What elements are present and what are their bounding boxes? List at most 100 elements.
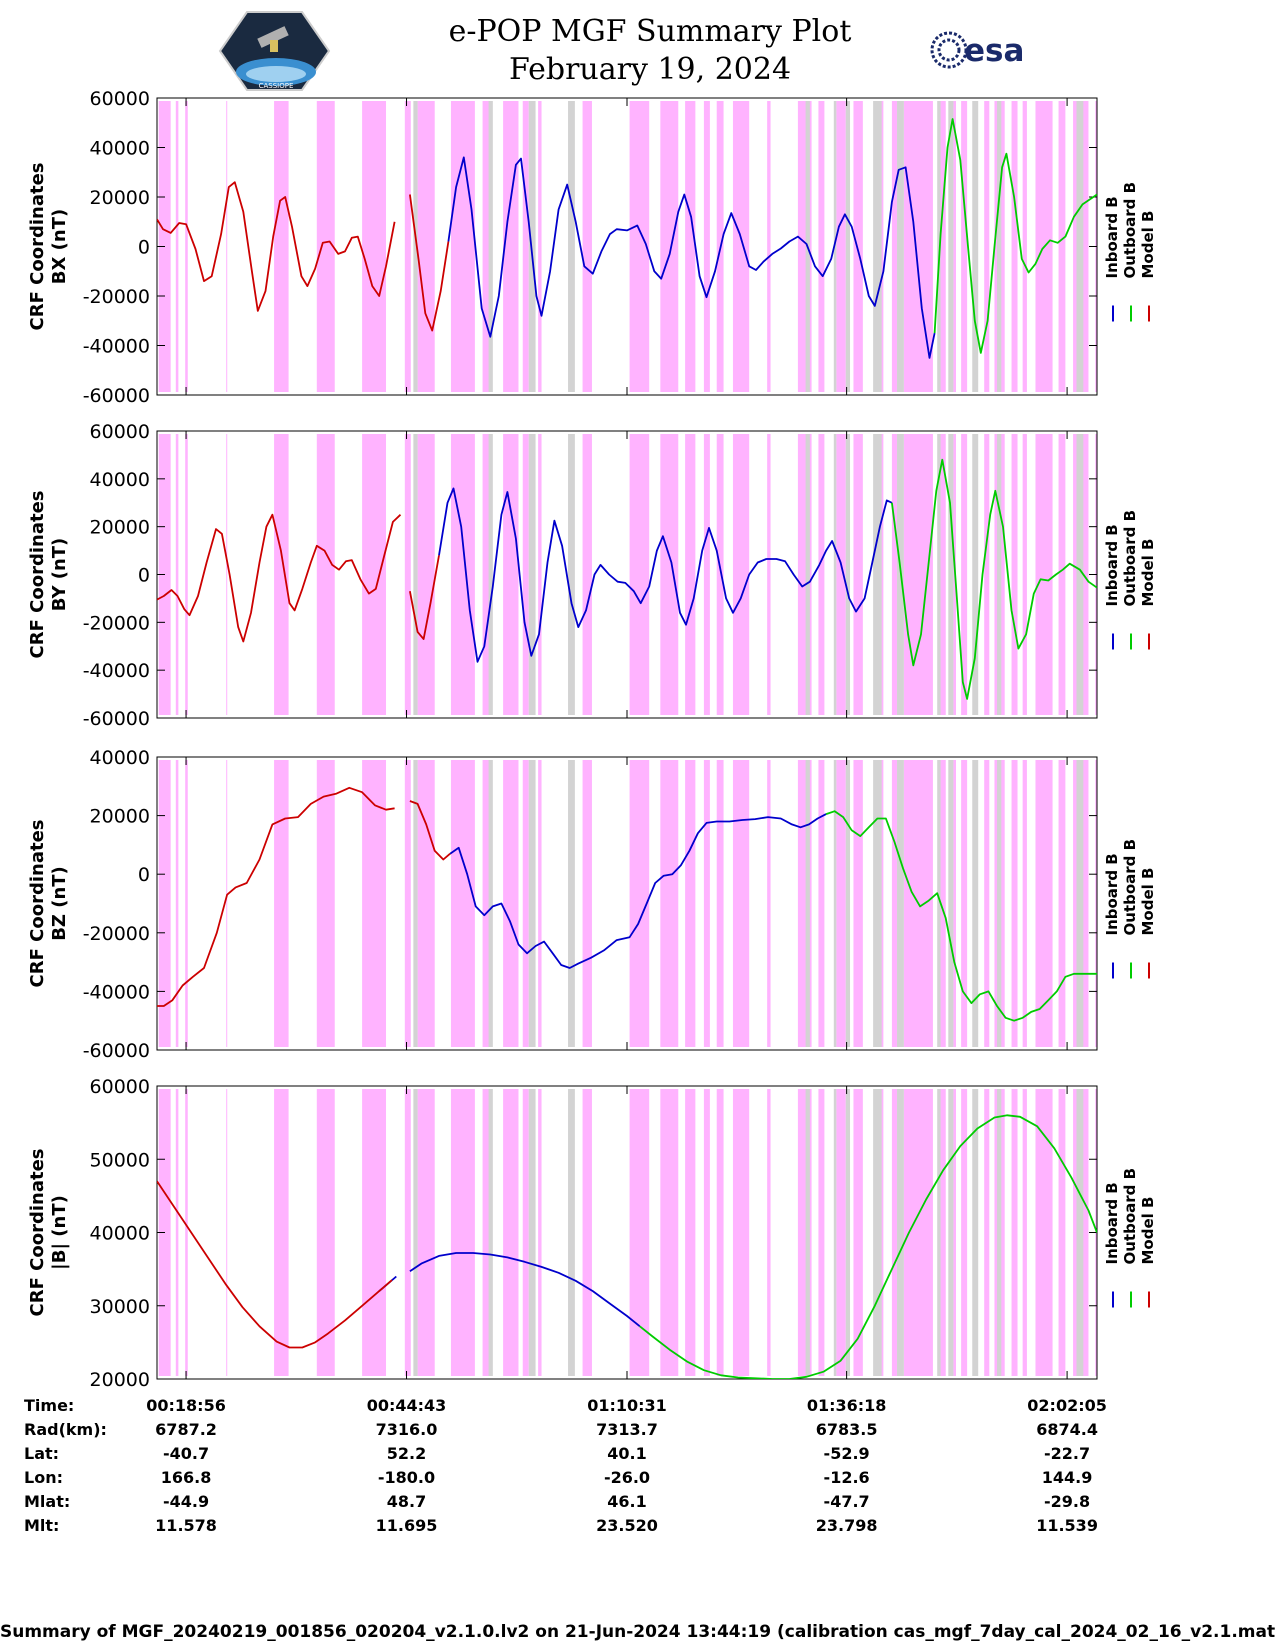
shade-band-magenta bbox=[522, 434, 529, 715]
shade-band-gray bbox=[997, 101, 1002, 392]
y-tick-label: 20000 bbox=[90, 1369, 150, 1391]
shade-band-gray bbox=[568, 1089, 575, 1376]
shading-bands bbox=[158, 1089, 1097, 1376]
shade-band-magenta bbox=[226, 101, 228, 392]
shade-band-magenta bbox=[660, 760, 679, 1047]
shade-band-magenta bbox=[482, 1089, 492, 1376]
shade-band-magenta bbox=[175, 1089, 179, 1376]
shade-band-magenta bbox=[732, 101, 750, 392]
info-cell: 144.9 bbox=[1042, 1468, 1093, 1487]
legend-label: Inboard B bbox=[1103, 1182, 1121, 1264]
info-cell: 23.520 bbox=[596, 1516, 658, 1535]
shade-band-magenta bbox=[417, 101, 435, 392]
series-line-model-b bbox=[409, 194, 450, 332]
info-cell: 40.1 bbox=[607, 1444, 646, 1463]
shade-band-magenta bbox=[404, 434, 411, 715]
shade-band-magenta bbox=[818, 760, 825, 1047]
shade-band-magenta bbox=[538, 101, 542, 392]
series-line-model-b bbox=[157, 786, 395, 1007]
info-row-label: Lon: bbox=[24, 1468, 63, 1487]
shade-band-magenta bbox=[362, 101, 387, 392]
info-cell: 01:10:31 bbox=[587, 1396, 667, 1415]
shade-band-gray bbox=[528, 434, 536, 715]
shade-band-magenta bbox=[538, 1089, 542, 1376]
y-tick-label: 40000 bbox=[90, 469, 150, 491]
shade-band-magenta bbox=[450, 101, 475, 392]
y-tick-label: -40000 bbox=[83, 981, 150, 1003]
shade-band-magenta bbox=[961, 1089, 968, 1376]
shade-band-gray bbox=[833, 760, 837, 1047]
shade-band-magenta bbox=[836, 760, 846, 1047]
shade-band-magenta bbox=[226, 434, 228, 715]
panel-1: 60000 40000 20000 0 -20000 -40000 -60000 CRF Co… bbox=[27, 88, 1157, 407]
shade-band-magenta bbox=[732, 1089, 750, 1376]
shade-band-magenta bbox=[1011, 760, 1018, 1047]
info-cell: -40.7 bbox=[163, 1444, 209, 1463]
shade-band-magenta bbox=[417, 434, 435, 715]
shade-band-magenta bbox=[1058, 434, 1066, 715]
shade-band-magenta bbox=[1011, 1089, 1018, 1376]
shade-band-magenta bbox=[891, 101, 898, 392]
shade-band-magenta bbox=[482, 760, 492, 1047]
shade-band-magenta bbox=[703, 1089, 710, 1376]
shade-band-magenta bbox=[938, 1089, 946, 1376]
shade-band-magenta bbox=[767, 434, 771, 715]
info-cell: 166.8 bbox=[161, 1468, 212, 1487]
shade-band-gray bbox=[937, 760, 941, 1047]
shade-band-gray bbox=[413, 760, 418, 1047]
series-line-inboard-b bbox=[447, 156, 936, 359]
shade-band-gray bbox=[873, 101, 882, 392]
shade-band-magenta bbox=[450, 434, 475, 715]
shade-band-magenta bbox=[404, 1089, 411, 1376]
shade-band-gray bbox=[897, 760, 904, 1047]
y-tick-label: 60000 bbox=[90, 1076, 150, 1098]
y-tick-label: 40000 bbox=[90, 138, 150, 160]
legend-label: Outboard B bbox=[1121, 510, 1139, 607]
series-lines bbox=[157, 458, 1097, 700]
info-cell: 01:36:18 bbox=[807, 1396, 887, 1415]
shade-band-magenta bbox=[984, 101, 990, 392]
shade-band-gray bbox=[873, 434, 882, 715]
shade-band-gray bbox=[488, 434, 493, 715]
shade-band-magenta bbox=[316, 101, 335, 392]
series-lines bbox=[157, 786, 1097, 1022]
shade-band-magenta bbox=[818, 101, 825, 392]
legend-label: Model B bbox=[1139, 868, 1157, 936]
shade-band-gray bbox=[1076, 1089, 1084, 1376]
series-line-model-b bbox=[409, 555, 440, 640]
shade-band-gray bbox=[897, 1089, 904, 1376]
shade-band-magenta bbox=[938, 760, 946, 1047]
shade-band-magenta bbox=[316, 1089, 335, 1376]
shade-band-magenta bbox=[732, 760, 750, 1047]
shade-band-magenta bbox=[1022, 101, 1027, 392]
shade-band-magenta bbox=[185, 101, 188, 392]
legend: Inboard B Outboard B Model B bbox=[1103, 182, 1157, 322]
info-cell: -180.0 bbox=[378, 1468, 435, 1487]
shade-band-gray bbox=[845, 1089, 851, 1376]
shade-band-magenta bbox=[175, 101, 179, 392]
footer-summary: Summary of MGF_20240219_001856_020204_v2… bbox=[0, 1622, 1275, 1642]
y-axis-label: CRF Coordinates|B| (nT) bbox=[27, 1149, 70, 1317]
y-tick-label: -20000 bbox=[83, 923, 150, 945]
shade-band-magenta bbox=[685, 1089, 696, 1376]
info-cell: 00:18:56 bbox=[146, 1396, 226, 1415]
shade-band-magenta bbox=[316, 434, 335, 715]
info-cell: -26.0 bbox=[604, 1468, 650, 1487]
shade-band-magenta bbox=[938, 101, 946, 392]
shade-band-magenta bbox=[1081, 760, 1089, 1047]
shade-band-magenta bbox=[185, 1089, 188, 1376]
shade-band-gray bbox=[997, 434, 1002, 715]
legend-label: Model B bbox=[1139, 539, 1157, 607]
shade-band-gray bbox=[805, 1089, 810, 1376]
shade-band-magenta bbox=[685, 760, 696, 1047]
shade-band-magenta bbox=[362, 760, 387, 1047]
shade-band-magenta bbox=[891, 1089, 898, 1376]
series-line-inboard-b bbox=[409, 1252, 641, 1328]
legend: Inboard B Outboard B Model B bbox=[1103, 510, 1157, 650]
shade-band-magenta bbox=[1011, 101, 1018, 392]
shade-band-gray bbox=[528, 760, 536, 1047]
shade-band-magenta bbox=[961, 434, 968, 715]
shade-band-magenta bbox=[1058, 1089, 1066, 1376]
info-cell: -29.8 bbox=[1044, 1492, 1090, 1511]
